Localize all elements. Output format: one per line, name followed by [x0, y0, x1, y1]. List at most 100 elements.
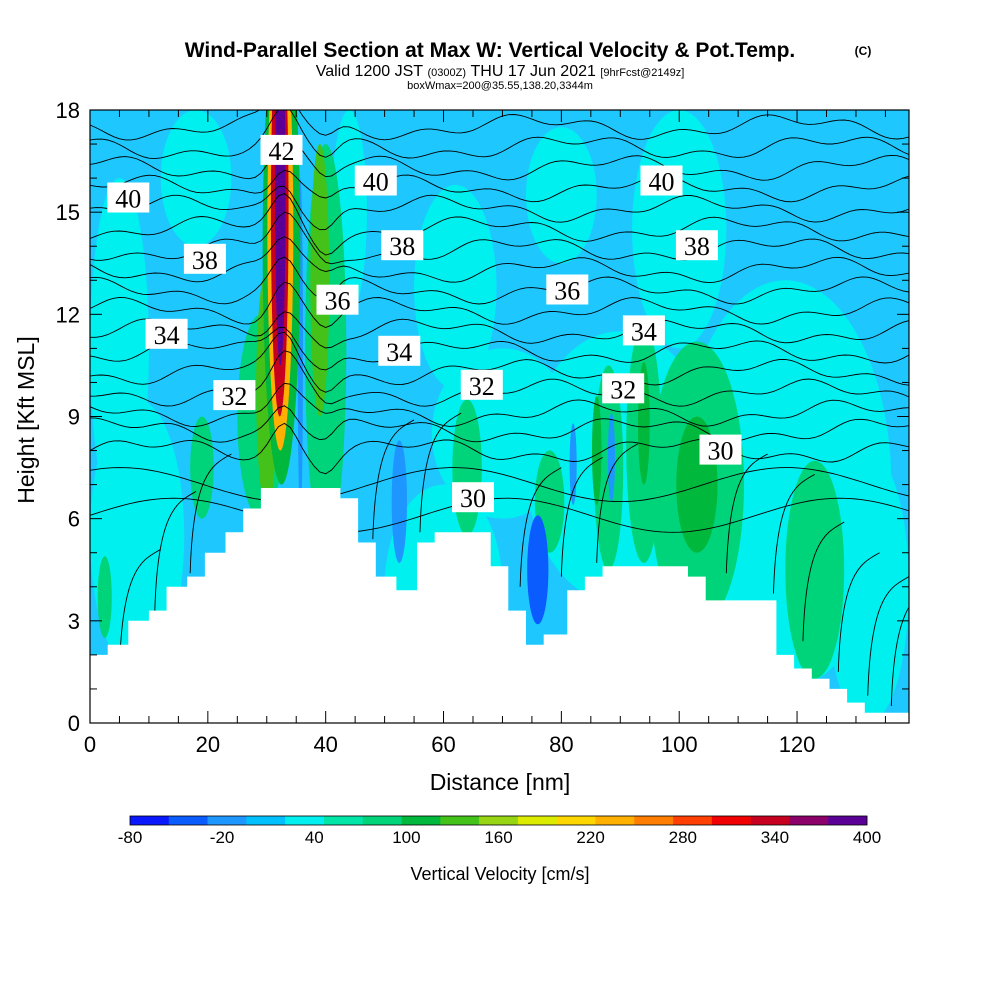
theta-label-text: 30 — [460, 484, 486, 513]
theta-label-box — [675, 230, 718, 261]
theta-contour-line — [90, 110, 909, 160]
velocity-region — [632, 110, 727, 349]
valid-date: THU 17 Jun 2021 — [470, 63, 596, 80]
theta-label: 36 — [546, 274, 589, 306]
theta-contour-line — [90, 311, 909, 349]
theta-contour-labels: 40 40 40 38 38 38 36 36 34 34 34 32 32 32 30 30 42 — [107, 134, 742, 513]
colorbar: -80 -20 40 100 160 220 280 340 400 — [118, 815, 881, 847]
x-tick-label: 80 — [549, 732, 573, 757]
theta-label-text: 36 — [554, 277, 580, 306]
y-tick-label: 18 — [56, 98, 80, 123]
theta-contour-line — [90, 281, 909, 328]
velocity-region — [391, 440, 407, 563]
colorbar-swatch — [323, 816, 364, 825]
colorbar-swatch — [440, 816, 480, 825]
velocity-region — [97, 556, 112, 638]
theta-label-box — [183, 243, 226, 274]
x-tick-label: 120 — [779, 732, 816, 757]
colorbar-tick-label: 280 — [669, 828, 697, 847]
colorbar-swatch — [517, 816, 557, 825]
theta-label-box — [354, 165, 397, 196]
theta-label: 32 — [460, 369, 503, 401]
theta-label: 40 — [640, 165, 683, 197]
theta-label: 32 — [213, 380, 256, 411]
theta-label-box — [145, 318, 188, 349]
colorbar-swatch — [130, 816, 170, 825]
theta-label-text: 40 — [115, 185, 141, 214]
theta-contour-line — [372, 419, 415, 540]
theta-contour-line — [90, 256, 909, 305]
theta-contour-line — [90, 110, 909, 141]
theta-contour-line — [154, 491, 197, 611]
theta-label-box — [622, 315, 665, 346]
colorbar-tick-label: 400 — [853, 828, 881, 847]
theta-label: 42 — [260, 134, 303, 166]
theta-label-text: 42 — [269, 137, 295, 166]
theta-contour-line — [419, 412, 462, 533]
colorbar-swatch — [362, 816, 402, 825]
theta-label-box — [699, 434, 742, 465]
theta-label: 40 — [107, 182, 150, 214]
theta-contour-line — [837, 552, 880, 672]
velocity-region — [785, 460, 845, 679]
theta-contour-line — [90, 236, 909, 284]
theta-contour-line — [596, 443, 639, 563]
colorbar-swatch — [789, 816, 829, 825]
velocity-region — [414, 184, 497, 390]
y-tick-label: 0 — [68, 711, 80, 736]
theta-contour-line — [867, 576, 909, 696]
velocity-region — [526, 127, 597, 264]
theta-label-text: 38 — [684, 232, 710, 261]
y-tick-label: 9 — [68, 405, 80, 430]
y-tick-label: 3 — [68, 609, 80, 634]
colorbar-swatch — [556, 816, 596, 825]
theta-label-text: 30 — [708, 437, 734, 466]
theta-label: 34 — [622, 315, 665, 346]
velocity-region — [607, 413, 615, 502]
theta-label-text: 38 — [389, 232, 415, 261]
colorbar-tick-label: 340 — [761, 828, 789, 847]
box-info: boxWmax=200@35.55,138.20,3344m — [407, 80, 593, 92]
theta-contour-line — [90, 382, 909, 427]
plot-area — [90, 110, 909, 723]
colorbar-swatch — [750, 816, 790, 825]
x-axis-label: Distance [nm] — [430, 769, 571, 795]
theta-label-box — [546, 274, 589, 305]
theta-label: 40 — [354, 165, 397, 197]
valid-time-line: Valid 1200 JST (0300Z) THU 17 Jun 2021 [… — [316, 63, 685, 80]
theta-contour-line — [90, 185, 909, 231]
theta-label-box — [316, 284, 359, 315]
theta-contour-line — [802, 521, 845, 642]
velocity-region — [592, 396, 602, 506]
theta-label-box — [381, 230, 424, 261]
theta-label-text: 34 — [386, 338, 412, 367]
theta-contour-line — [90, 169, 909, 203]
y-tick-label: 12 — [56, 302, 80, 327]
theta-contour-line — [90, 135, 909, 181]
theta-label: 32 — [602, 373, 645, 404]
chart-title: Wind-Parallel Section at Max W: Vertical… — [185, 39, 796, 62]
theta-label: 38 — [675, 230, 718, 261]
velocity-region — [310, 144, 330, 417]
theta-contour-line — [90, 405, 909, 443]
colorbar-swatch — [634, 816, 674, 825]
theta-label-box — [213, 380, 256, 411]
theta-contour-line — [90, 211, 909, 265]
colorbar-frame — [129, 815, 868, 826]
colorbar-tick-label: 160 — [484, 828, 512, 847]
velocity-region — [569, 423, 577, 506]
x-tick-label: 100 — [661, 732, 698, 757]
theta-label: 30 — [452, 482, 494, 513]
y-axis-label: Height [Kft MSL] — [13, 336, 39, 503]
colorbar-swatch — [828, 816, 868, 825]
theta-contour-line — [725, 453, 768, 574]
colorbar-swatch — [246, 816, 286, 825]
theta-contour-line — [189, 453, 232, 574]
forecast-info: [9hrFcst@2149z] — [600, 67, 684, 79]
theta-label: 34 — [378, 335, 421, 367]
colorbar-tick-label: 220 — [576, 828, 604, 847]
colorbar-title: Vertical Velocity [cm/s] — [410, 864, 589, 884]
colorbar-swatch — [595, 816, 635, 825]
